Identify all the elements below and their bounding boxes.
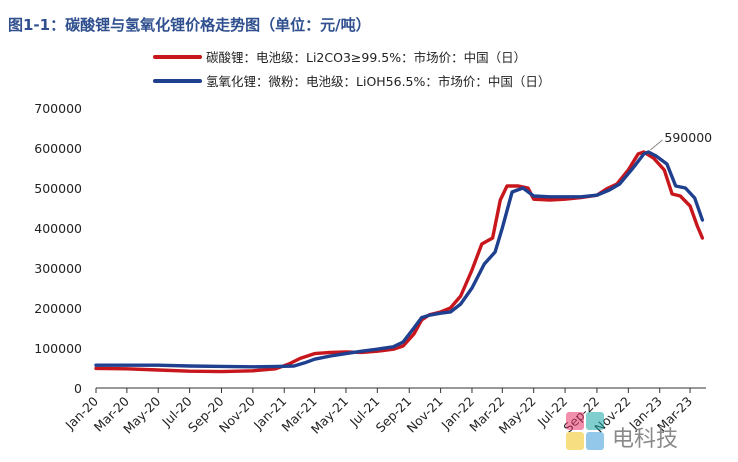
chart-title: 图1-1：碳酸锂与氢氧化锂价格走势图（单位：元/吨）: [8, 16, 371, 34]
y-tick-label: 100000: [34, 341, 82, 356]
annotation-leader-line: [650, 139, 663, 151]
x-axis: Jan-20Mar-20May-20Jul-20Sep-20Nov-20Jan-…: [62, 387, 706, 437]
watermark: 电科技: [566, 412, 678, 452]
legend-label-series-0: 碳酸锂：电池级：Li2CO3≥99.5%：市场价：中国（日）: [206, 50, 526, 65]
y-tick-label: 400000: [34, 221, 82, 236]
y-tick-label: 0: [74, 381, 82, 396]
annotation-label: 590000: [664, 130, 712, 145]
y-tick-label: 200000: [34, 301, 82, 316]
y-tick-label: 500000: [34, 181, 82, 196]
y-tick-label: 700000: [34, 101, 82, 116]
watermark-text: 电科技: [612, 427, 678, 452]
annotation: 590000: [650, 130, 712, 151]
watermark-logo-icon: [566, 412, 604, 450]
legend-label-series-1: 氢氧化锂：微粉：电池级：LiOH56.5%：市场价：中国（日）: [206, 74, 550, 89]
y-tick-label: 600000: [34, 141, 82, 156]
series-line-0: [94, 150, 705, 374]
y-axis: 0 100000 200000 300000 400000 500000 600000 700…: [34, 101, 82, 396]
y-tick-label: 300000: [34, 261, 82, 276]
series-layer: [94, 150, 705, 374]
series-line-1: [94, 150, 705, 369]
legend: 碳酸锂：电池级：Li2CO3≥99.5%：市场价：中国（日） 氢氧化锂：微粉：电…: [153, 50, 550, 89]
